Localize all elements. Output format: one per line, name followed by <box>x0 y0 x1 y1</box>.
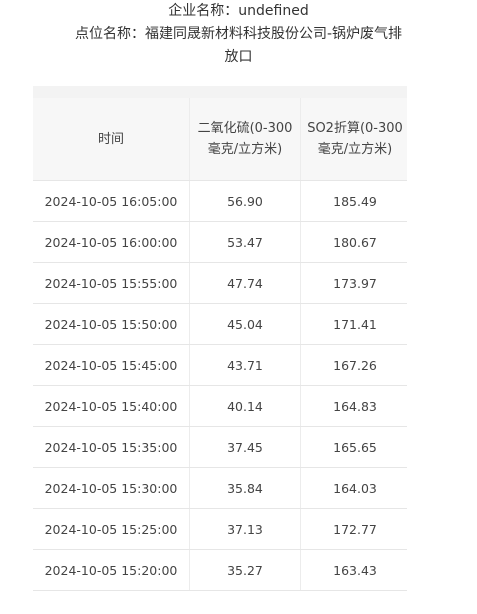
cell-time: 2024-10-05 15:45:00 <box>33 344 190 386</box>
column-header-time: 时间 <box>33 98 190 181</box>
cell-so2-converted: 163.43 <box>300 549 407 591</box>
table-row: 2024-10-05 15:35:00 37.45 165.65 <box>33 426 407 468</box>
cell-so2-converted: 173.97 <box>300 262 407 304</box>
table-row: 2024-10-05 15:20:00 35.27 163.43 <box>33 549 407 591</box>
cell-so2-converted: 164.83 <box>300 385 407 427</box>
data-table-container[interactable]: 时间 二氧化硫(0-300毫克/立方米) SO2折算(0-300毫克/立方米) … <box>33 86 407 614</box>
cell-so2-converted: 167.26 <box>300 344 407 386</box>
cell-so2: 47.74 <box>189 262 301 304</box>
cell-time: 2024-10-05 15:30:00 <box>33 467 190 509</box>
cell-so2: 56.90 <box>189 180 301 222</box>
cell-so2: 40.14 <box>189 385 301 427</box>
cell-so2-converted: 165.65 <box>300 426 407 468</box>
cell-so2-converted: 180.67 <box>300 221 407 263</box>
cell-so2: 37.13 <box>189 508 301 550</box>
table-row: 2024-10-05 15:40:00 40.14 164.83 <box>33 385 407 427</box>
column-header-so2-converted: SO2折算(0-300毫克/立方米) <box>300 98 407 181</box>
cell-so2-converted: 185.49 <box>300 180 407 222</box>
cell-time: 2024-10-05 15:35:00 <box>33 426 190 468</box>
table-top-band <box>33 86 407 98</box>
table-row: 2024-10-05 15:25:00 37.13 172.77 <box>33 508 407 550</box>
monitoring-data-table: 时间 二氧化硫(0-300毫克/立方米) SO2折算(0-300毫克/立方米) … <box>33 98 407 591</box>
cell-so2-converted: 171.41 <box>300 303 407 345</box>
company-name: 企业名称：undefined <box>168 3 309 19</box>
cell-so2-converted: 172.77 <box>300 508 407 550</box>
table-row: 2024-10-05 15:45:00 43.71 167.26 <box>33 344 407 386</box>
cell-so2: 45.04 <box>189 303 301 345</box>
cell-so2: 35.27 <box>189 549 301 591</box>
table-row: 2024-10-05 16:05:00 56.90 185.49 <box>33 180 407 222</box>
cell-so2: 35.84 <box>189 467 301 509</box>
site-name: 点位名称：福建同晟新材料科技股份公司-锅炉废气排 <box>74 26 403 42</box>
site-name-continued: 放口 <box>224 49 253 65</box>
column-header-so2: 二氧化硫(0-300毫克/立方米) <box>189 98 301 181</box>
cell-so2: 43.71 <box>189 344 301 386</box>
table-row: 2024-10-05 15:50:00 45.04 171.41 <box>33 303 407 345</box>
cell-time: 2024-10-05 16:05:00 <box>33 180 190 222</box>
cell-time: 2024-10-05 15:20:00 <box>33 549 190 591</box>
table-row: 2024-10-05 16:00:00 53.47 180.67 <box>33 221 407 263</box>
cell-so2: 37.45 <box>189 426 301 468</box>
cell-time: 2024-10-05 15:50:00 <box>33 303 190 345</box>
cell-time: 2024-10-05 15:55:00 <box>33 262 190 304</box>
table-row: 2024-10-05 15:30:00 35.84 164.03 <box>33 467 407 509</box>
cell-time: 2024-10-05 16:00:00 <box>33 221 190 263</box>
cell-so2-converted: 164.03 <box>300 467 407 509</box>
table-row: 2024-10-05 15:55:00 47.74 173.97 <box>33 262 407 304</box>
cell-time: 2024-10-05 15:25:00 <box>33 508 190 550</box>
cell-so2: 53.47 <box>189 221 301 263</box>
cell-time: 2024-10-05 15:40:00 <box>33 385 190 427</box>
table-header-row: 时间 二氧化硫(0-300毫克/立方米) SO2折算(0-300毫克/立方米) <box>33 98 407 181</box>
